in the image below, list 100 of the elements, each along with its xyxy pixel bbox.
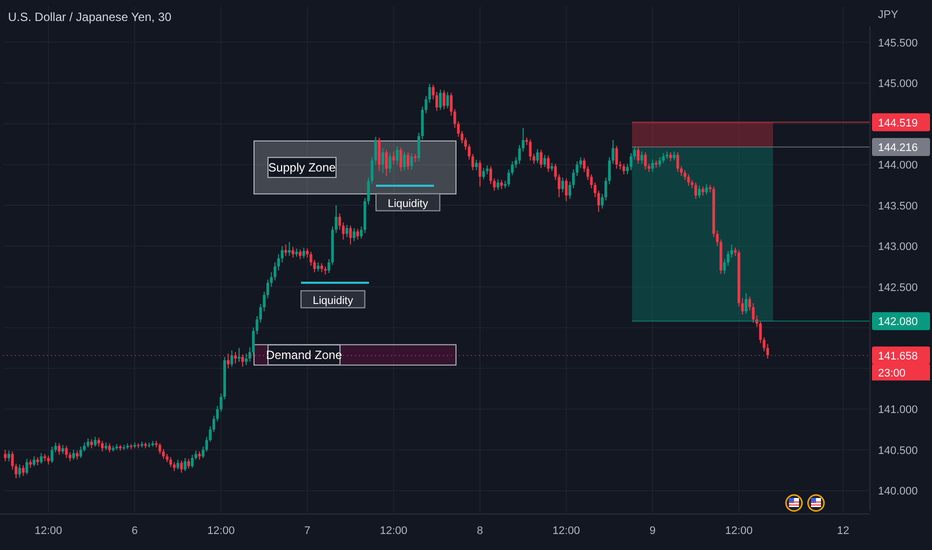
candlestick	[25, 458, 28, 475]
candlestick	[7, 450, 10, 462]
candlestick	[489, 166, 492, 185]
candlestick	[410, 152, 413, 170]
y-tick-label: 143.000	[878, 241, 918, 254]
candlestick	[600, 193, 604, 210]
x-tick-label: 12:00	[552, 525, 580, 537]
candlestick	[478, 160, 482, 188]
candlestick	[392, 151, 395, 166]
ref-line-label: Liquidity	[312, 294, 354, 307]
candlestick	[18, 464, 21, 478]
candlestick	[694, 182, 698, 200]
band-label: Supply Zone	[268, 160, 336, 174]
candlestick	[94, 436, 97, 448]
candlestick	[184, 458, 186, 472]
candlestick	[579, 156, 582, 168]
x-tick-label: 7	[304, 525, 310, 537]
candlestick	[468, 144, 471, 160]
y-tick-label: 144.000	[878, 160, 918, 172]
candlestick	[752, 302, 755, 324]
candlestick	[298, 248, 302, 260]
candlestick	[169, 456, 172, 468]
candlestick	[190, 454, 194, 468]
candlestick	[446, 92, 449, 109]
x-tick-label: 9	[650, 525, 656, 537]
candlestick	[406, 152, 410, 170]
candlestick	[180, 460, 183, 474]
candlestick	[636, 146, 640, 164]
ref-line-label: Liquidity	[388, 198, 429, 210]
candlestick	[158, 442, 162, 454]
candlestick	[492, 178, 496, 192]
y-tick-label: 140.000	[878, 486, 918, 498]
y-tick-label: 145.500	[878, 37, 918, 50]
candlestick	[658, 156, 662, 168]
candlestick	[288, 242, 291, 256]
candlestick	[65, 445, 68, 459]
x-tick-label: 12:00	[380, 525, 408, 537]
candlestick	[471, 153, 474, 171]
candlestick	[292, 246, 294, 258]
candlestick	[744, 292, 748, 314]
candlestick	[349, 225, 352, 245]
candlestick	[546, 155, 550, 172]
candlestick	[50, 446, 54, 464]
x-tick-label: 12:00	[725, 525, 753, 537]
candlestick	[615, 145, 618, 170]
candlestick	[543, 154, 546, 168]
candlestick	[284, 244, 288, 256]
candlestick	[385, 149, 388, 176]
y-tick-label: 143.500	[878, 200, 918, 212]
x-tick-label: 12:00	[34, 525, 62, 537]
candlestick	[72, 449, 75, 460]
candlestick	[482, 167, 485, 180]
x-tick-label: 6	[132, 525, 138, 537]
candlestick	[338, 212, 342, 230]
x-tick-label: 12:00	[207, 525, 235, 537]
candlestick	[651, 159, 654, 172]
x-tick-label: 12	[837, 525, 850, 537]
candlestick	[564, 178, 568, 202]
ref-line-label: 141.658	[878, 350, 918, 362]
candlestick	[4, 449, 7, 462]
candlestick	[507, 168, 510, 188]
candlestick	[238, 347, 240, 362]
candlestick	[536, 148, 539, 164]
candlestick	[388, 152, 392, 174]
candlestick	[302, 247, 306, 259]
candlestick	[586, 166, 590, 181]
candlestick	[244, 353, 248, 366]
y-axis-title: JPY	[878, 9, 899, 21]
candlestick	[622, 163, 626, 175]
x-tick-label: 8	[476, 525, 484, 537]
text: 23:00	[878, 367, 906, 380]
candlestick	[582, 158, 586, 172]
candlestick	[280, 246, 284, 263]
candlestick	[540, 149, 542, 168]
ref-line-label: 142.080	[878, 316, 918, 328]
candlestick	[662, 152, 665, 164]
candlestick	[230, 350, 234, 368]
candlestick	[698, 185, 701, 198]
candlestick	[435, 92, 438, 112]
candlestick	[382, 148, 384, 174]
candlestick	[439, 89, 442, 110]
candlestick	[79, 446, 82, 459]
candlestick	[528, 138, 532, 161]
ref-line-label: 144.216	[878, 142, 918, 154]
candlestick	[475, 159, 478, 171]
candlestick	[396, 146, 399, 166]
y-tick-label: 141.000	[878, 404, 918, 416]
y-tick-label: 142.500	[878, 282, 918, 294]
candlestick	[399, 146, 402, 172]
candlestick	[561, 177, 564, 193]
candlestick	[496, 178, 500, 190]
candlestick	[346, 224, 348, 238]
candlestick	[266, 279, 270, 299]
candlestick	[32, 456, 36, 467]
candlestick	[403, 151, 406, 171]
candlestick	[432, 84, 435, 100]
candlestick	[176, 459, 180, 470]
ref-line-label: 144.519	[878, 117, 918, 130]
y-tick-label: 145.000	[878, 78, 918, 90]
candlestick	[442, 90, 446, 110]
